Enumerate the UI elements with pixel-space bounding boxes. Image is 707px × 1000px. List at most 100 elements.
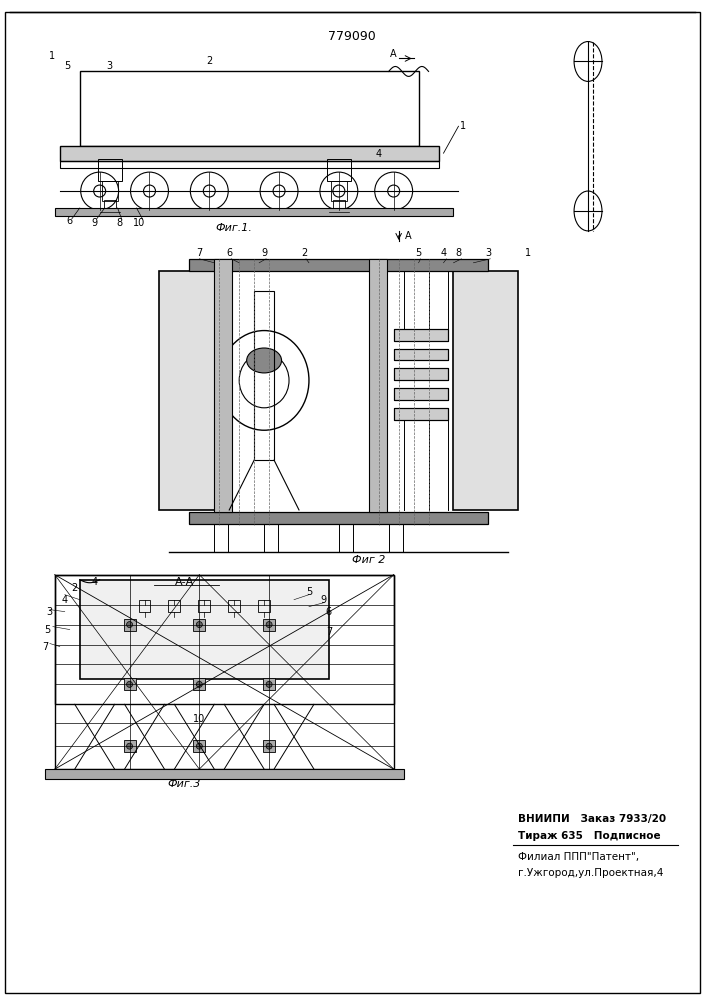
Text: Фиг.1.: Фиг.1. [216,223,252,233]
Bar [369,259,387,512]
Text: Тираж 635   Подписное: Тираж 635 Подписное [518,831,661,841]
Text: 9: 9 [92,218,98,228]
Bar [394,329,448,341]
Circle shape [266,622,272,628]
Text: 5: 5 [416,248,421,258]
Bar [331,181,347,201]
Bar [389,524,403,552]
Text: Фиг.3: Фиг.3 [168,779,201,789]
Bar [254,291,274,460]
Text: 3: 3 [485,248,491,258]
Bar [189,512,489,524]
Bar [139,600,151,612]
Circle shape [266,743,272,749]
Text: А-А: А-А [175,577,194,587]
Text: 2: 2 [301,248,307,258]
Bar [394,408,448,420]
Bar [60,161,438,168]
Bar [102,181,117,201]
Bar [45,769,404,779]
Bar [189,259,489,271]
Bar [60,146,438,161]
Bar [263,619,275,631]
Bar [228,600,240,612]
Text: 9: 9 [261,248,267,258]
Bar [263,740,275,752]
Text: 2: 2 [71,583,78,593]
Text: 5: 5 [44,625,50,635]
Bar [453,271,518,510]
Text: 7: 7 [326,627,332,637]
Circle shape [197,622,202,628]
Bar [394,388,448,400]
Bar [193,678,205,690]
Text: 7: 7 [197,248,202,258]
Text: 1: 1 [460,121,467,131]
Text: 6: 6 [66,216,73,226]
Bar [333,200,345,208]
Bar [124,678,136,690]
Bar [394,368,448,380]
Text: 779090: 779090 [328,30,375,43]
Circle shape [197,681,202,687]
Text: 4: 4 [440,248,447,258]
Text: 10: 10 [134,218,146,228]
Bar [80,580,329,679]
Text: 5: 5 [64,61,71,71]
Text: 1: 1 [49,51,55,61]
Text: 4: 4 [375,149,382,159]
Text: А: А [390,49,397,59]
Text: 5: 5 [306,587,312,597]
Text: 10: 10 [193,714,206,724]
Circle shape [266,681,272,687]
Bar [199,600,210,612]
Text: 8: 8 [455,248,462,258]
Bar [80,71,419,146]
Text: 4: 4 [62,595,68,605]
Bar [394,408,448,420]
Text: 4: 4 [92,577,98,587]
Bar [339,524,353,552]
Bar [98,159,122,181]
Text: Фиг 2: Фиг 2 [352,555,385,565]
Text: 7: 7 [42,642,48,652]
Bar [263,678,275,690]
Text: 2: 2 [206,56,212,66]
Text: А: А [405,231,412,241]
Bar [160,271,224,510]
Bar [193,740,205,752]
Circle shape [127,743,132,749]
Circle shape [127,681,132,687]
Text: 3: 3 [47,607,53,617]
Bar [258,600,270,612]
Bar [55,575,394,704]
Ellipse shape [247,348,281,373]
Bar [124,740,136,752]
Circle shape [197,743,202,749]
Bar [394,349,448,360]
Bar [193,619,205,631]
Bar [394,368,448,380]
Bar [55,575,394,769]
Bar [168,600,180,612]
Bar [214,524,228,552]
Text: Филиал ППП"Патент",: Филиал ППП"Патент", [518,852,639,862]
Bar [264,524,278,552]
Bar [124,619,136,631]
Text: 9: 9 [321,595,327,605]
Bar [394,349,448,360]
Bar [55,208,453,216]
Text: 1: 1 [525,248,531,258]
Bar [394,329,448,341]
Bar [394,388,448,400]
Bar [214,259,232,512]
Bar [327,159,351,181]
Bar [104,200,116,208]
Circle shape [127,622,132,628]
Text: 6: 6 [226,248,233,258]
Text: ВНИИПИ   Заказ 7933/20: ВНИИПИ Заказ 7933/20 [518,814,667,824]
Text: 3: 3 [107,61,112,71]
Text: 8: 8 [117,218,122,228]
Text: г.Ужгород,ул.Проектная,4: г.Ужгород,ул.Проектная,4 [518,868,664,878]
Text: 6: 6 [326,607,332,617]
